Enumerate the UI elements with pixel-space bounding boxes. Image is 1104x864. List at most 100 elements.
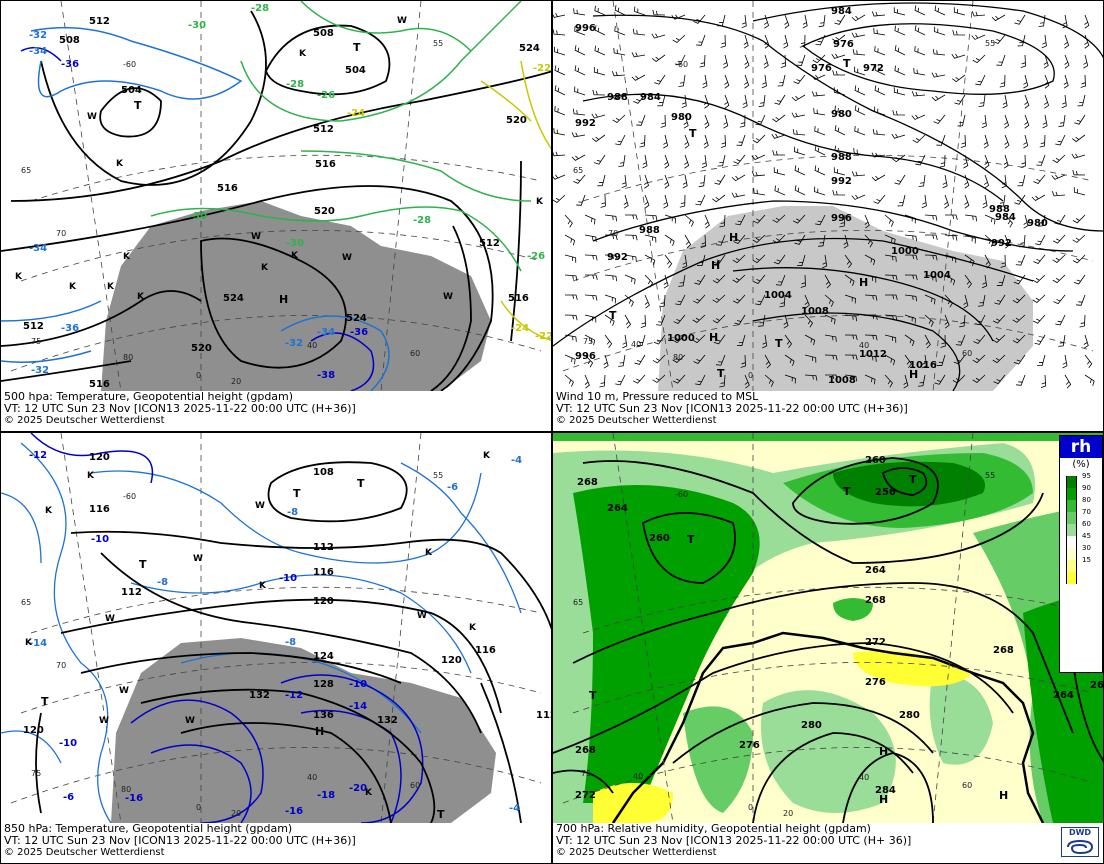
low-marker: T	[689, 127, 697, 140]
wind-barb	[818, 14, 826, 28]
high-marker: H	[859, 276, 868, 289]
wind-barb	[934, 374, 946, 385]
wind-barb	[815, 34, 826, 46]
wind-barb	[983, 134, 989, 149]
caption-copyright: © 2025 Deutscher Wetterdienst	[4, 847, 165, 858]
cold-marker: K	[299, 49, 307, 59]
wind-barb	[664, 154, 670, 169]
wind-barb	[684, 234, 692, 249]
height-label: 256	[875, 487, 896, 498]
height-label: 268	[865, 595, 886, 606]
wind-barb	[731, 192, 746, 198]
wind-barb	[573, 8, 586, 16]
logo-swirl-icon	[1067, 839, 1094, 855]
high-marker: H	[709, 331, 718, 344]
geo-grid-label: 0	[196, 371, 201, 380]
wind-barb	[624, 274, 636, 285]
isobar-label: 988	[639, 225, 660, 236]
wind-barb	[584, 274, 598, 280]
wind-barb	[984, 214, 996, 225]
isobar-label: 972	[863, 63, 884, 74]
wind-barb	[752, 214, 766, 224]
wind-barb	[844, 354, 858, 361]
isobar-label: 1004	[923, 270, 951, 281]
wind-barb-field	[553, 5, 1095, 389]
wind-barb	[884, 214, 894, 227]
low-marker: T	[687, 533, 695, 546]
height-label: 132	[249, 690, 270, 701]
wind-barb	[973, 334, 986, 344]
wind-barb	[724, 94, 730, 109]
wind-barb	[944, 274, 956, 286]
wind-barb	[713, 334, 726, 345]
wind-barb	[942, 174, 948, 189]
wind-barb	[734, 314, 746, 325]
wind-barb	[812, 54, 826, 64]
wind-barb	[604, 314, 615, 326]
height-label: 504	[345, 65, 366, 76]
wind-barb	[1077, 94, 1086, 107]
legend-row: 15	[1060, 556, 1102, 572]
wind-barb	[640, 314, 647, 328]
legend-label: 70	[1082, 508, 1091, 516]
wind-barb	[554, 85, 566, 96]
wind-barb	[955, 334, 966, 346]
wind-barb	[692, 334, 706, 344]
legend-row: 70	[1060, 508, 1102, 524]
panel-700hpa-humidity: 268 264 260 256 260 264 268 272 276 280 …	[552, 432, 1104, 864]
map-850hpa: 120 116 108 112 116 120 124 128 132 136 …	[1, 433, 551, 824]
wind-barb	[654, 74, 666, 85]
wind-barb	[631, 74, 646, 81]
wind-barb	[744, 374, 750, 389]
geo-grid-label: 60	[962, 781, 972, 790]
wind-barb	[824, 294, 834, 307]
wind-barb	[672, 374, 686, 384]
wind-barb	[673, 314, 686, 325]
wind-barb	[892, 109, 906, 116]
wind-barb	[1083, 54, 1089, 69]
height-label: 524	[519, 43, 540, 54]
wind-barb	[761, 74, 767, 89]
wind-barb	[694, 274, 706, 285]
wind-barb	[1084, 14, 1090, 29]
temp-label: -10	[279, 573, 297, 584]
wind-barb	[911, 91, 926, 97]
map-500hpa: 512 504 508 504 520 524 512 516 516 520 …	[1, 1, 551, 392]
logo-text: DWD	[1068, 828, 1092, 837]
wind-barb	[553, 151, 566, 157]
wind-barb	[564, 254, 577, 263]
cold-marker: K	[261, 263, 269, 273]
wind-barb	[1062, 14, 1068, 29]
wind-barb	[1004, 134, 1010, 149]
isobar-label: 1012	[859, 349, 887, 360]
temp-label: -30	[189, 211, 207, 222]
wind-barb	[915, 154, 926, 166]
wind-barb	[644, 234, 657, 243]
wind-barb	[984, 154, 990, 169]
wind-barb	[703, 94, 710, 109]
wind-barb	[779, 294, 786, 308]
wind-barb	[1053, 294, 1066, 305]
cold-marker: K	[45, 506, 53, 516]
height-label: 520	[506, 115, 527, 126]
wind-barb	[993, 34, 1006, 45]
wind-barb	[1020, 154, 1026, 168]
legend-row: 90	[1060, 484, 1102, 500]
wind-barb	[924, 214, 938, 221]
geo-grid-label: 20	[231, 377, 241, 386]
wind-barb	[1044, 74, 1050, 89]
wind-barb	[712, 274, 726, 284]
wind-barb	[932, 48, 946, 56]
wind-barb	[963, 294, 969, 309]
wind-barb	[964, 214, 978, 222]
wind-barb	[964, 194, 970, 209]
wind-barb	[804, 294, 810, 309]
wind-barb	[940, 334, 946, 348]
wind-barb	[954, 94, 966, 105]
geo-grid-label: 70	[56, 661, 66, 670]
wind-barb	[731, 174, 746, 182]
height-label: 136	[313, 710, 334, 721]
caption-title: 850 hPa: Temperature, Geopotential heigh…	[4, 822, 293, 835]
isobar-label: 980	[1027, 218, 1048, 229]
wind-barb	[675, 54, 686, 66]
